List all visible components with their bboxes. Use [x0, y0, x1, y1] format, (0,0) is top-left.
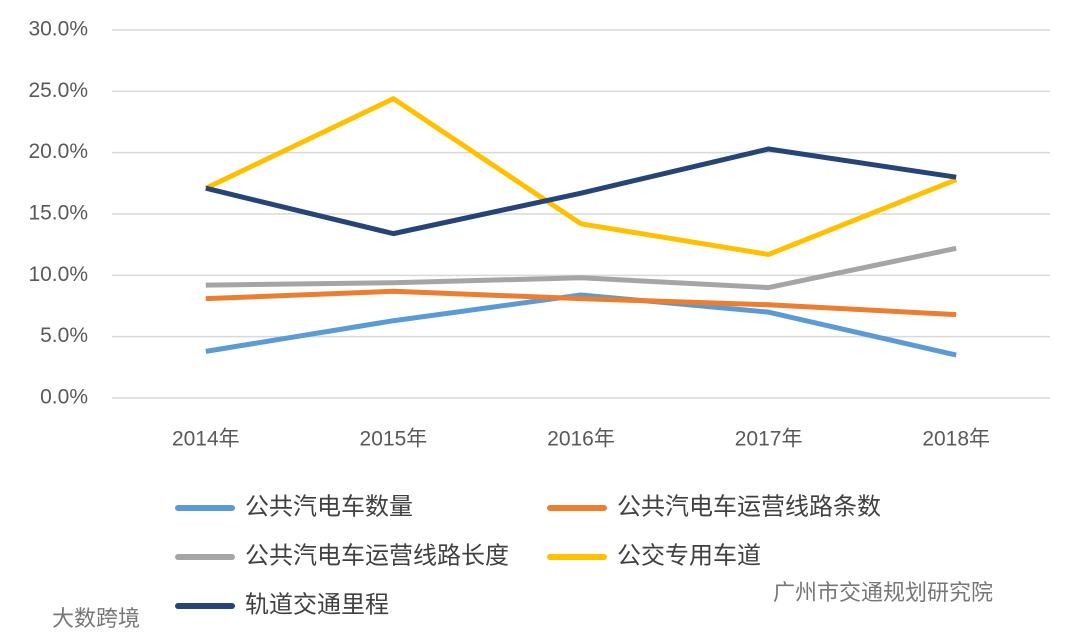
x-tick-label: 2015年	[360, 428, 428, 451]
x-tick-label: 2014年	[172, 428, 240, 451]
watermark: 广州市交通规划研究院	[773, 580, 993, 605]
y-tick-label: 15.0%	[28, 202, 88, 225]
data-line	[205, 288, 957, 318]
data-line	[205, 245, 957, 291]
legend-label: 轨道交通里程	[245, 591, 389, 618]
x-tick-label: 2018年	[922, 428, 990, 451]
legend-label: 公共汽电车运营线路长度	[245, 542, 509, 569]
y-tick-label: 0.0%	[40, 386, 88, 409]
y-tick-label: 20.0%	[28, 140, 88, 163]
data-line	[204, 96, 958, 257]
data-line	[205, 292, 957, 358]
legend-label: 公共汽电车数量	[245, 493, 413, 520]
x-tick-label: 2017年	[735, 428, 803, 451]
data-line	[205, 146, 957, 237]
y-tick-label: 10.0%	[28, 263, 88, 286]
y-tick-label: 30.0%	[28, 18, 88, 41]
legend-label: 公交专用车道	[617, 542, 761, 569]
x-tick-label: 2016年	[547, 428, 615, 451]
legend-label: 公共汽电车运营线路条数	[617, 493, 881, 520]
y-tick-label: 25.0%	[28, 79, 88, 102]
watermark: 大数跨境	[52, 606, 140, 631]
y-tick-label: 5.0%	[40, 324, 88, 347]
